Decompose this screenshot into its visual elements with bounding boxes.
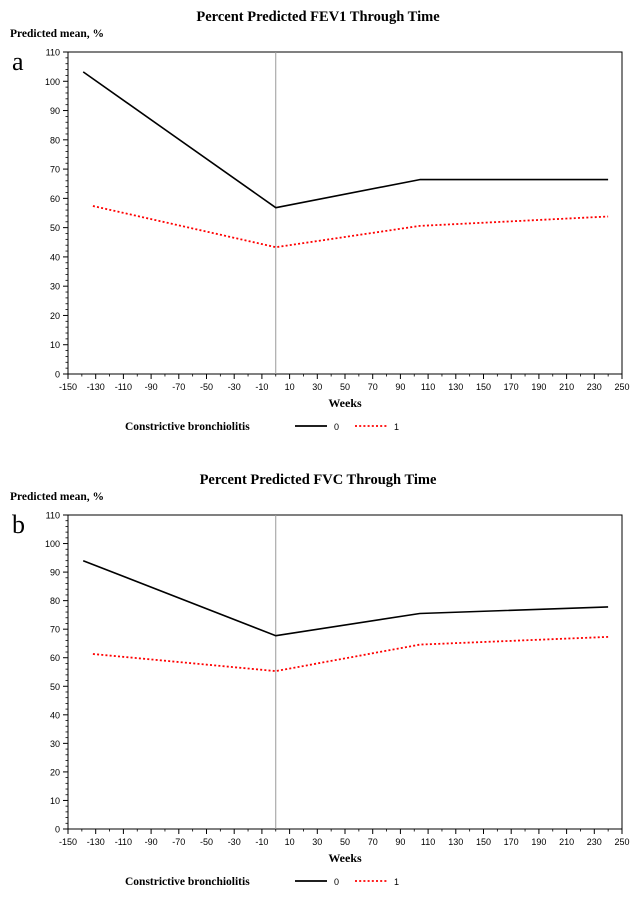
- y-axis-label: Predicted mean, %: [10, 28, 104, 40]
- x-tick-label: -50: [200, 837, 213, 847]
- y-tick-label: 0: [55, 370, 60, 380]
- y-tick-label: 10: [50, 796, 60, 806]
- x-tick-label: 10: [285, 382, 295, 392]
- plot-frame: [67, 51, 623, 375]
- legend-title: Constrictive bronchiolitis: [125, 876, 250, 888]
- x-tick-label: 30: [312, 382, 322, 392]
- legend-label-0: 0: [334, 422, 339, 432]
- x-tick-label: -50: [200, 382, 213, 392]
- y-tick-label: 60: [50, 194, 60, 204]
- x-tick-label: -30: [228, 382, 241, 392]
- x-axis-label: Weeks: [328, 851, 362, 865]
- x-tick-label: 130: [448, 837, 463, 847]
- series-line-0: [82, 559, 609, 637]
- x-tick-label: 10: [285, 837, 295, 847]
- y-tick-label: 40: [50, 710, 60, 720]
- x-tick-label: -150: [59, 382, 77, 392]
- x-tick-label: -130: [87, 382, 105, 392]
- legend-title: Constrictive bronchiolitis: [125, 421, 250, 433]
- y-tick-label: 30: [50, 282, 60, 292]
- y-tick-label: 80: [50, 596, 60, 606]
- y-tick-label: 90: [50, 568, 60, 578]
- x-tick-label: 210: [559, 837, 574, 847]
- x-tick-label: 150: [476, 382, 491, 392]
- chart-title: Percent Predicted FVC Through Time: [200, 472, 437, 488]
- x-tick-label: 190: [531, 382, 546, 392]
- x-tick-label: -90: [145, 837, 158, 847]
- x-tick-label: -10: [255, 382, 268, 392]
- x-tick-label: 230: [587, 382, 602, 392]
- series-line-0: [82, 71, 609, 209]
- x-tick-label: 250: [614, 837, 629, 847]
- x-tick-label: -30: [228, 837, 241, 847]
- y-tick-label: 100: [45, 539, 60, 549]
- panel-label: b: [12, 510, 25, 539]
- x-tick-label: 150: [476, 837, 491, 847]
- y-tick-label: 50: [50, 223, 60, 233]
- panel-label: a: [12, 47, 24, 76]
- series-line-1: [92, 205, 609, 249]
- x-tick-label: 50: [340, 382, 350, 392]
- legend-label-1: 1: [394, 877, 399, 887]
- x-tick-label: -90: [145, 382, 158, 392]
- y-tick-label: 110: [46, 511, 60, 521]
- y-tick-label: 20: [50, 767, 60, 777]
- series-line-1: [92, 636, 609, 672]
- x-tick-label: 50: [340, 837, 350, 847]
- x-tick-label: 30: [312, 837, 322, 847]
- x-tick-label: -150: [59, 837, 77, 847]
- x-tick-label: -70: [172, 837, 185, 847]
- y-tick-label: 0: [55, 825, 60, 835]
- x-tick-label: 90: [395, 837, 405, 847]
- y-tick-label: 80: [50, 135, 60, 145]
- x-tick-label: 90: [395, 382, 405, 392]
- x-tick-label: 130: [448, 382, 463, 392]
- x-tick-label: -110: [115, 837, 132, 847]
- y-tick-label: 60: [50, 653, 60, 663]
- y-tick-label: 70: [50, 625, 60, 635]
- chart-title: Percent Predicted FEV1 Through Time: [196, 9, 440, 25]
- x-tick-label: -110: [115, 382, 132, 392]
- plot-frame: [67, 514, 623, 830]
- x-tick-label: 70: [368, 382, 378, 392]
- x-tick-label: 190: [531, 837, 546, 847]
- chart-panel-a: Percent Predicted FEV1 Through Time Predi…: [10, 9, 630, 433]
- y-tick-label: 70: [50, 165, 60, 175]
- legend-label-1: 1: [394, 422, 399, 432]
- chart-panel-b: Percent Predicted FVC Through Time Predic…: [10, 472, 630, 888]
- legend-label-0: 0: [334, 877, 339, 887]
- x-tick-label: -10: [255, 837, 268, 847]
- y-tick-label: 20: [50, 311, 60, 321]
- y-tick-label: 100: [45, 77, 60, 87]
- y-tick-label: 90: [50, 106, 60, 116]
- x-tick-label: 170: [504, 382, 519, 392]
- x-tick-label: 110: [421, 382, 435, 392]
- x-tick-label: 210: [559, 382, 574, 392]
- y-tick-label: 50: [50, 682, 60, 692]
- x-tick-label: -130: [87, 837, 105, 847]
- y-tick-label: 10: [50, 340, 60, 350]
- x-tick-label: 110: [421, 837, 435, 847]
- x-tick-label: 70: [368, 837, 378, 847]
- y-tick-label: 40: [50, 252, 60, 262]
- y-tick-label: 110: [46, 48, 60, 58]
- y-axis-label: Predicted mean, %: [10, 491, 104, 503]
- x-tick-label: 170: [504, 837, 519, 847]
- x-axis-label: Weeks: [328, 396, 362, 410]
- x-tick-label: 250: [614, 382, 629, 392]
- y-tick-label: 30: [50, 739, 60, 749]
- x-tick-label: 230: [587, 837, 602, 847]
- x-tick-label: -70: [172, 382, 185, 392]
